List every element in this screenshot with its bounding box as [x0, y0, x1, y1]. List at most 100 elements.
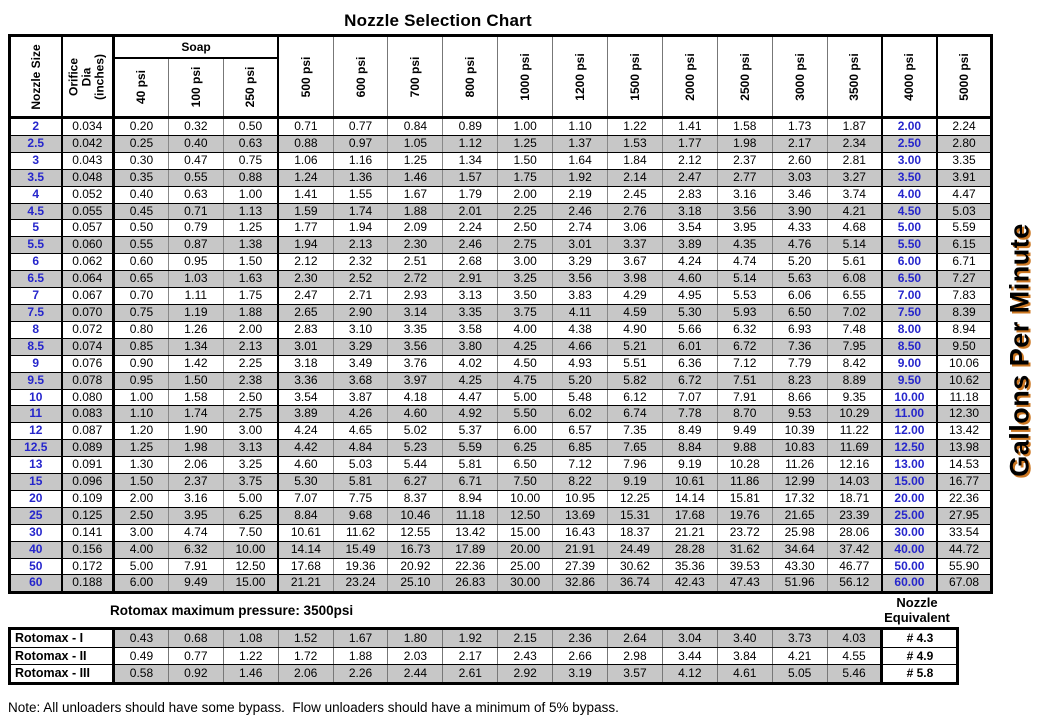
flow-value-cell: 2.50: [497, 219, 554, 238]
flow-value-cell: 6.50: [497, 456, 554, 475]
flow-value-cell: 6.00: [113, 574, 169, 594]
nozzle-row: 9.5 0.078 0.95 1.50 2.38 3.36 3.68 3.97 4.25 4.75…: [9, 371, 993, 390]
flow-value-cell: 4.35: [716, 236, 773, 255]
flow-value-cell: 6.15: [936, 236, 993, 255]
flow-value-cell: 0.35: [113, 168, 169, 187]
flow-value-cell: 7.07: [661, 388, 718, 407]
flow-value-cell: 5.14: [826, 236, 883, 255]
flow-value-cell: 2.91: [442, 270, 499, 289]
flow-value-cell: 67.08: [936, 574, 993, 594]
flow-value-cell: 11.00: [881, 405, 938, 424]
flow-value-cell: 3.49: [332, 354, 389, 373]
flow-value-cell: 4.50: [881, 202, 938, 221]
flow-value-cell: 10.95: [552, 489, 609, 508]
flow-value-cell: 1.87: [826, 116, 883, 136]
flow-value-cell: 8.84: [661, 439, 718, 458]
flow-value-cell: 25.98: [771, 523, 828, 542]
flow-value-cell: 1.42: [167, 354, 224, 373]
flow-value-cell: 1.75: [497, 168, 554, 187]
flow-value-cell: 1.88: [222, 303, 280, 322]
flow-value-cell: 27.39: [552, 557, 609, 576]
flow-value-cell: 4.00: [113, 540, 169, 559]
flow-value-cell: 4.38: [552, 320, 609, 339]
flow-value-cell: 2.80: [936, 134, 993, 153]
flow-value-cell: 9.50: [936, 337, 993, 356]
col-header-800psi: 800 psi: [442, 35, 499, 118]
flow-value-cell: 3.95: [716, 219, 773, 238]
rotomax-row: Rotomax - III 0.58 0.92 1.46 2.06 2.26 2.44 2.6…: [9, 664, 959, 684]
flow-value-cell: 31.62: [716, 540, 773, 559]
flow-value-cell: 4.42: [277, 439, 334, 458]
col-header-2500psi: 2500 psi: [716, 35, 773, 118]
flow-value-cell: 1.92: [442, 628, 499, 648]
nozzle-size-cell: 11: [9, 405, 63, 424]
flow-value-cell: 4.24: [661, 253, 718, 272]
flow-value-cell: 3.25: [497, 270, 554, 289]
nozzle-size-cell: 20: [9, 489, 63, 508]
orifice-dia-cell: 0.076: [61, 354, 115, 373]
flow-value-cell: 7.51: [716, 371, 773, 390]
flow-value-cell: 2.17: [442, 646, 499, 665]
flow-value-cell: 2.47: [661, 168, 718, 187]
flow-value-cell: 9.49: [167, 574, 224, 594]
flow-value-cell: 6.02: [552, 405, 609, 424]
flow-value-cell: 1.46: [222, 664, 279, 684]
flow-value-cell: 5.46: [826, 664, 883, 684]
flow-value-cell: 0.20: [113, 116, 169, 136]
flow-value-cell: 22.36: [442, 557, 499, 576]
flow-value-cell: 2.93: [387, 287, 444, 305]
orifice-dia-cell: 0.034: [61, 116, 115, 136]
flow-value-cell: 3.37: [607, 236, 663, 255]
flow-value-cell: 5.93: [716, 303, 773, 322]
nozzle-size-cell: 12.5: [9, 439, 63, 458]
flow-value-cell: 35.36: [661, 557, 718, 576]
flow-value-cell: 0.47: [167, 151, 224, 170]
flow-value-cell: 3.54: [661, 219, 718, 238]
flow-value-cell: 12.99: [771, 473, 828, 491]
flow-value-cell: 5.05: [771, 664, 828, 684]
flow-value-cell: 4.75: [497, 371, 554, 390]
flow-value-cell: 2.24: [442, 219, 499, 238]
flow-value-cell: 1.80: [387, 628, 444, 648]
flow-value-cell: 0.40: [167, 134, 224, 153]
orifice-dia-cell: 0.048: [61, 168, 115, 187]
nozzle-row: 8.5 0.074 0.85 1.34 2.13 3.01 3.29 3.56 3.80 4.25…: [9, 337, 993, 356]
nozzle-row: 12.5 0.089 1.25 1.98 3.13 4.42 4.84 5.23 5.59 6.2…: [9, 439, 993, 458]
flow-value-cell: 4.74: [167, 523, 224, 542]
flow-value-cell: 2.52: [332, 270, 389, 289]
flow-value-cell: 13.42: [936, 422, 993, 441]
flow-value-cell: 0.68: [167, 628, 224, 648]
orifice-dia-cell: 0.096: [61, 473, 115, 491]
flow-value-cell: 1.34: [167, 337, 224, 356]
flow-value-cell: 3.89: [661, 236, 718, 255]
flow-value-cell: 3.13: [222, 439, 280, 458]
flow-value-cell: 4.18: [387, 388, 444, 407]
flow-value-cell: 4.60: [387, 405, 444, 424]
nozzle-size-cell: 40: [9, 540, 63, 559]
flow-value-cell: 56.12: [826, 574, 883, 594]
note-text: Note: All unloaders should have some byp…: [8, 700, 619, 715]
flow-value-cell: 43.30: [771, 557, 828, 576]
flow-value-cell: 15.31: [607, 506, 663, 525]
flow-value-cell: 2.76: [607, 202, 663, 221]
flow-value-cell: 1.50: [113, 473, 169, 491]
orifice-dia-cell: 0.062: [61, 253, 115, 272]
nozzle-row: 8 0.072 0.80 1.26 2.00 2.83 3.10 3.35 3.58 4.00 4.…: [9, 320, 993, 339]
flow-value-cell: 5.20: [552, 371, 609, 390]
flow-value-cell: 2.00: [881, 116, 938, 136]
flow-value-cell: 46.77: [826, 557, 883, 576]
flow-value-cell: 3.58: [442, 320, 499, 339]
nozzle-size-cell: 7: [9, 287, 63, 305]
flow-value-cell: 15.49: [332, 540, 389, 559]
orifice-dia-cell: 0.064: [61, 270, 115, 289]
flow-value-cell: 4.21: [771, 646, 828, 665]
flow-value-cell: 3.40: [716, 628, 773, 648]
flow-value-cell: 50.00: [881, 557, 938, 576]
flow-value-cell: 3.27: [826, 168, 883, 187]
flow-value-cell: 11.62: [332, 523, 389, 542]
flow-value-cell: 1.98: [167, 439, 224, 458]
nozzle-equivalent-header: Nozzle Equivalent: [884, 595, 950, 625]
flow-value-cell: 1.59: [277, 202, 334, 221]
flow-value-cell: 12.50: [222, 557, 280, 576]
flow-value-cell: 34.64: [771, 540, 828, 559]
